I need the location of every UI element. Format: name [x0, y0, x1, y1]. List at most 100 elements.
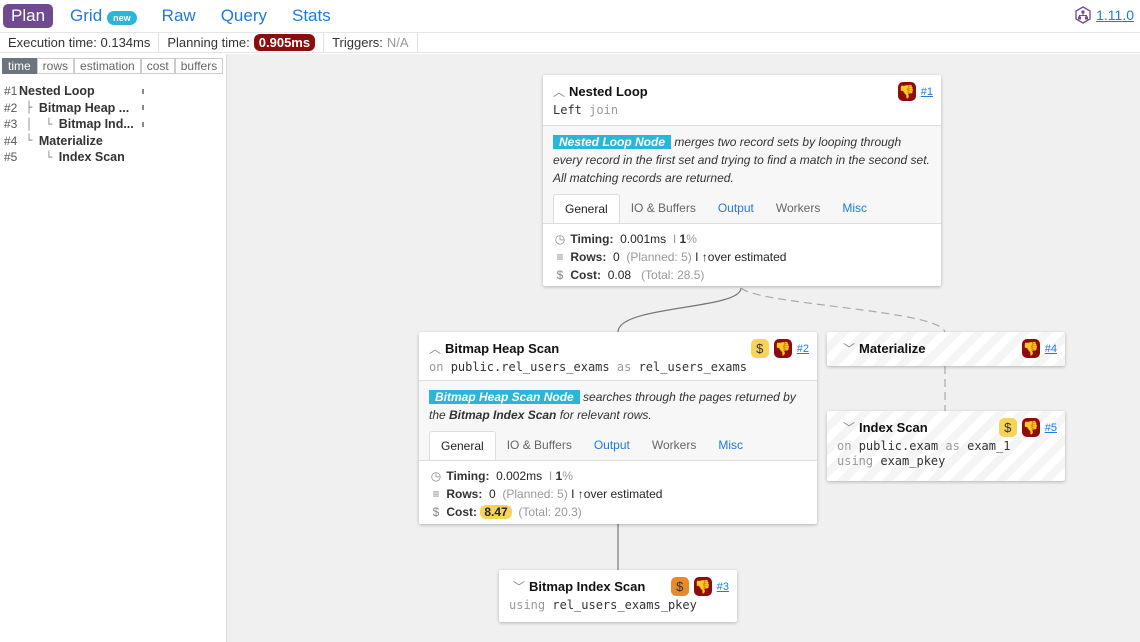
expand-chevron-icon[interactable]: ﹀ — [843, 421, 856, 435]
arrow-up-icon: ↑ — [701, 250, 708, 264]
collapse-chevron-icon[interactable]: ︿ — [553, 85, 566, 99]
new-badge: new — [107, 11, 137, 25]
relation-name: public.exam — [858, 439, 939, 453]
tab-plan[interactable]: Plan — [3, 4, 54, 28]
metric-tab-buffers[interactable]: buffers — [174, 58, 224, 74]
rows-planned: (Planned: 5) — [626, 250, 692, 264]
node-id-link[interactable]: #3 — [716, 580, 729, 593]
node-materialize[interactable]: ﹀ Materialize 👎 #4 — [827, 332, 1065, 366]
tab-query[interactable]: Query — [220, 6, 267, 25]
triggers-value: N/A — [386, 35, 409, 50]
node-id-link[interactable]: #5 — [1044, 421, 1057, 434]
rows-label: Rows: — [446, 487, 483, 501]
index-name: exam_pkey — [880, 454, 946, 468]
node-title: Bitmap Heap Scan — [445, 341, 560, 356]
planning-label: Planning time: — [167, 35, 250, 50]
node-type-highlight: Nested Loop Node — [553, 135, 672, 149]
rows-planned: (Planned: 5) — [502, 487, 568, 501]
detail-tab-io-buffers[interactable]: IO & Buffers — [506, 438, 572, 452]
node-title: Index Scan — [859, 420, 928, 435]
detail-tab-misc[interactable]: Misc — [718, 438, 743, 452]
detail-tab-output[interactable]: Output — [593, 438, 630, 452]
node-id-link[interactable]: #4 — [1044, 342, 1057, 355]
metric-tab-cost[interactable]: cost — [140, 58, 175, 74]
node-index-scan[interactable]: ﹀ Index Scan $ 👎 #5 on public.exam as exam_… — [827, 411, 1065, 481]
metric-tab-rows[interactable]: rows — [36, 58, 75, 74]
rows-icon: ≡ — [556, 250, 564, 264]
detail-tab-workers[interactable]: Workers — [651, 438, 697, 452]
version-number: 1.11.0 — [1096, 7, 1134, 23]
cost-value: 8.47 — [480, 505, 512, 519]
execution-value: 0.134ms — [100, 35, 151, 50]
node-bitmap-index-scan[interactable]: ﹀ Bitmap Index Scan $ 👎 #3 using rel_users_… — [499, 570, 737, 622]
detail-tabs: General IO & Buffers Output Workers Misc — [553, 194, 931, 223]
as-keyword: as — [616, 360, 632, 374]
tree-item-name: Index Scan — [58, 150, 125, 165]
tree-prefix: └ — [19, 150, 59, 164]
tree-item-name: Bitmap Ind... — [58, 117, 134, 132]
timing-label: Timing: — [570, 232, 614, 246]
node-type-highlight: Bitmap Heap Scan Node — [429, 390, 580, 404]
tree-item[interactable]: #3 │ └ Bitmap Ind... — [0, 116, 226, 133]
node-id-link[interactable]: #2 — [796, 342, 809, 355]
cost-warning-icon: $ — [750, 339, 769, 358]
planning-time: Planning time: 0.905ms — [159, 33, 325, 52]
detail-tabs: General IO & Buffers Output Workers Misc — [429, 431, 807, 460]
tab-grid-label: Grid — [70, 6, 103, 25]
estimate-direction: over estimated — [583, 487, 663, 501]
version-link[interactable]: 1.11.0 — [1074, 6, 1134, 24]
detail-tab-output[interactable]: Output — [717, 201, 754, 215]
detail-tab-general[interactable]: General — [429, 431, 496, 460]
detail-tab-workers[interactable]: Workers — [775, 201, 821, 215]
description-text: searches through the pages returned by t… — [429, 390, 796, 422]
relation-alias: rel_users_exams — [638, 360, 747, 374]
panel-splitter[interactable] — [226, 54, 232, 642]
metric-tab-time[interactable]: time — [2, 58, 37, 74]
cost-total: (Total: 28.5) — [641, 268, 705, 282]
description-text: for relevant rows. — [556, 408, 652, 422]
on-keyword: on — [429, 360, 444, 374]
collapse-chevron-icon[interactable]: ︿ — [429, 342, 442, 356]
rows-value: 0 — [613, 250, 620, 264]
planning-value: 0.905ms — [253, 34, 316, 51]
using-keyword: using — [509, 598, 546, 612]
thumbs-down-icon: 👎 — [693, 577, 712, 596]
tab-stats[interactable]: Stats — [291, 6, 331, 25]
index-name: rel_users_exams_pkey — [552, 598, 697, 612]
dollar-icon: $ — [556, 268, 564, 282]
node-general-stats: ◷ Timing: 0.001ms I 1% ≡ Rows: 0 (Planne… — [543, 223, 941, 290]
node-bitmap-heap-scan[interactable]: ︿ Bitmap Heap Scan $ 👎 #2 on public.rel_use… — [419, 332, 817, 524]
detail-tab-io-buffers[interactable]: IO & Buffers — [630, 201, 696, 215]
timing-percent: 1 — [555, 469, 563, 483]
expand-chevron-icon[interactable]: ﹀ — [843, 342, 856, 356]
plan-outline-panel: time rows estimation cost buffers #1 Nest… — [0, 54, 226, 642]
tree-item[interactable]: #1 Nested Loop — [0, 83, 226, 100]
metric-tab-estimation[interactable]: estimation — [74, 58, 141, 74]
node-id-link[interactable]: #1 — [920, 85, 933, 98]
detail-tab-misc[interactable]: Misc — [842, 201, 867, 215]
description-bold: Bitmap Index Scan — [449, 408, 557, 422]
relation-alias: exam_1 — [967, 439, 1011, 453]
clock-icon: ◷ — [554, 232, 566, 246]
thumbs-down-icon: 👎 — [897, 82, 916, 101]
triggers: Triggers: N/A — [324, 33, 418, 52]
tree-item-name: Materialize — [38, 133, 103, 148]
tab-raw[interactable]: Raw — [161, 6, 196, 25]
tree-item[interactable]: #4 └ Materialize — [0, 133, 226, 150]
on-keyword: on — [837, 439, 852, 453]
join-type: Left — [553, 103, 582, 117]
plan-tree: #1 Nested Loop #2 ├ Bitmap Heap ... #3 │ … — [0, 83, 226, 166]
tab-grid[interactable]: Grid new — [62, 4, 145, 28]
as-keyword: as — [945, 439, 960, 453]
dollar-icon: $ — [432, 505, 440, 519]
metric-bar — [142, 105, 144, 111]
expand-chevron-icon[interactable]: ﹀ — [513, 580, 526, 594]
metric-bar — [142, 88, 144, 94]
detail-tab-general[interactable]: General — [553, 194, 620, 223]
tree-item[interactable]: #2 ├ Bitmap Heap ... — [0, 100, 226, 117]
tree-item[interactable]: #5 └ Index Scan — [0, 149, 226, 166]
rows-icon: ≡ — [432, 487, 440, 501]
node-nested-loop[interactable]: ︿ Nested Loop 👎 #1 Left join Nested Loop N… — [543, 75, 941, 286]
thumbs-down-icon: 👎 — [1021, 418, 1040, 437]
tree-item-num: #3 — [4, 117, 18, 132]
